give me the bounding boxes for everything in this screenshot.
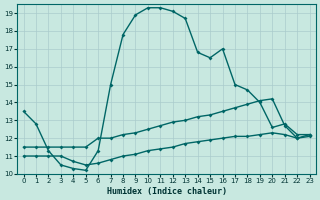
X-axis label: Humidex (Indice chaleur): Humidex (Indice chaleur) [107, 187, 227, 196]
